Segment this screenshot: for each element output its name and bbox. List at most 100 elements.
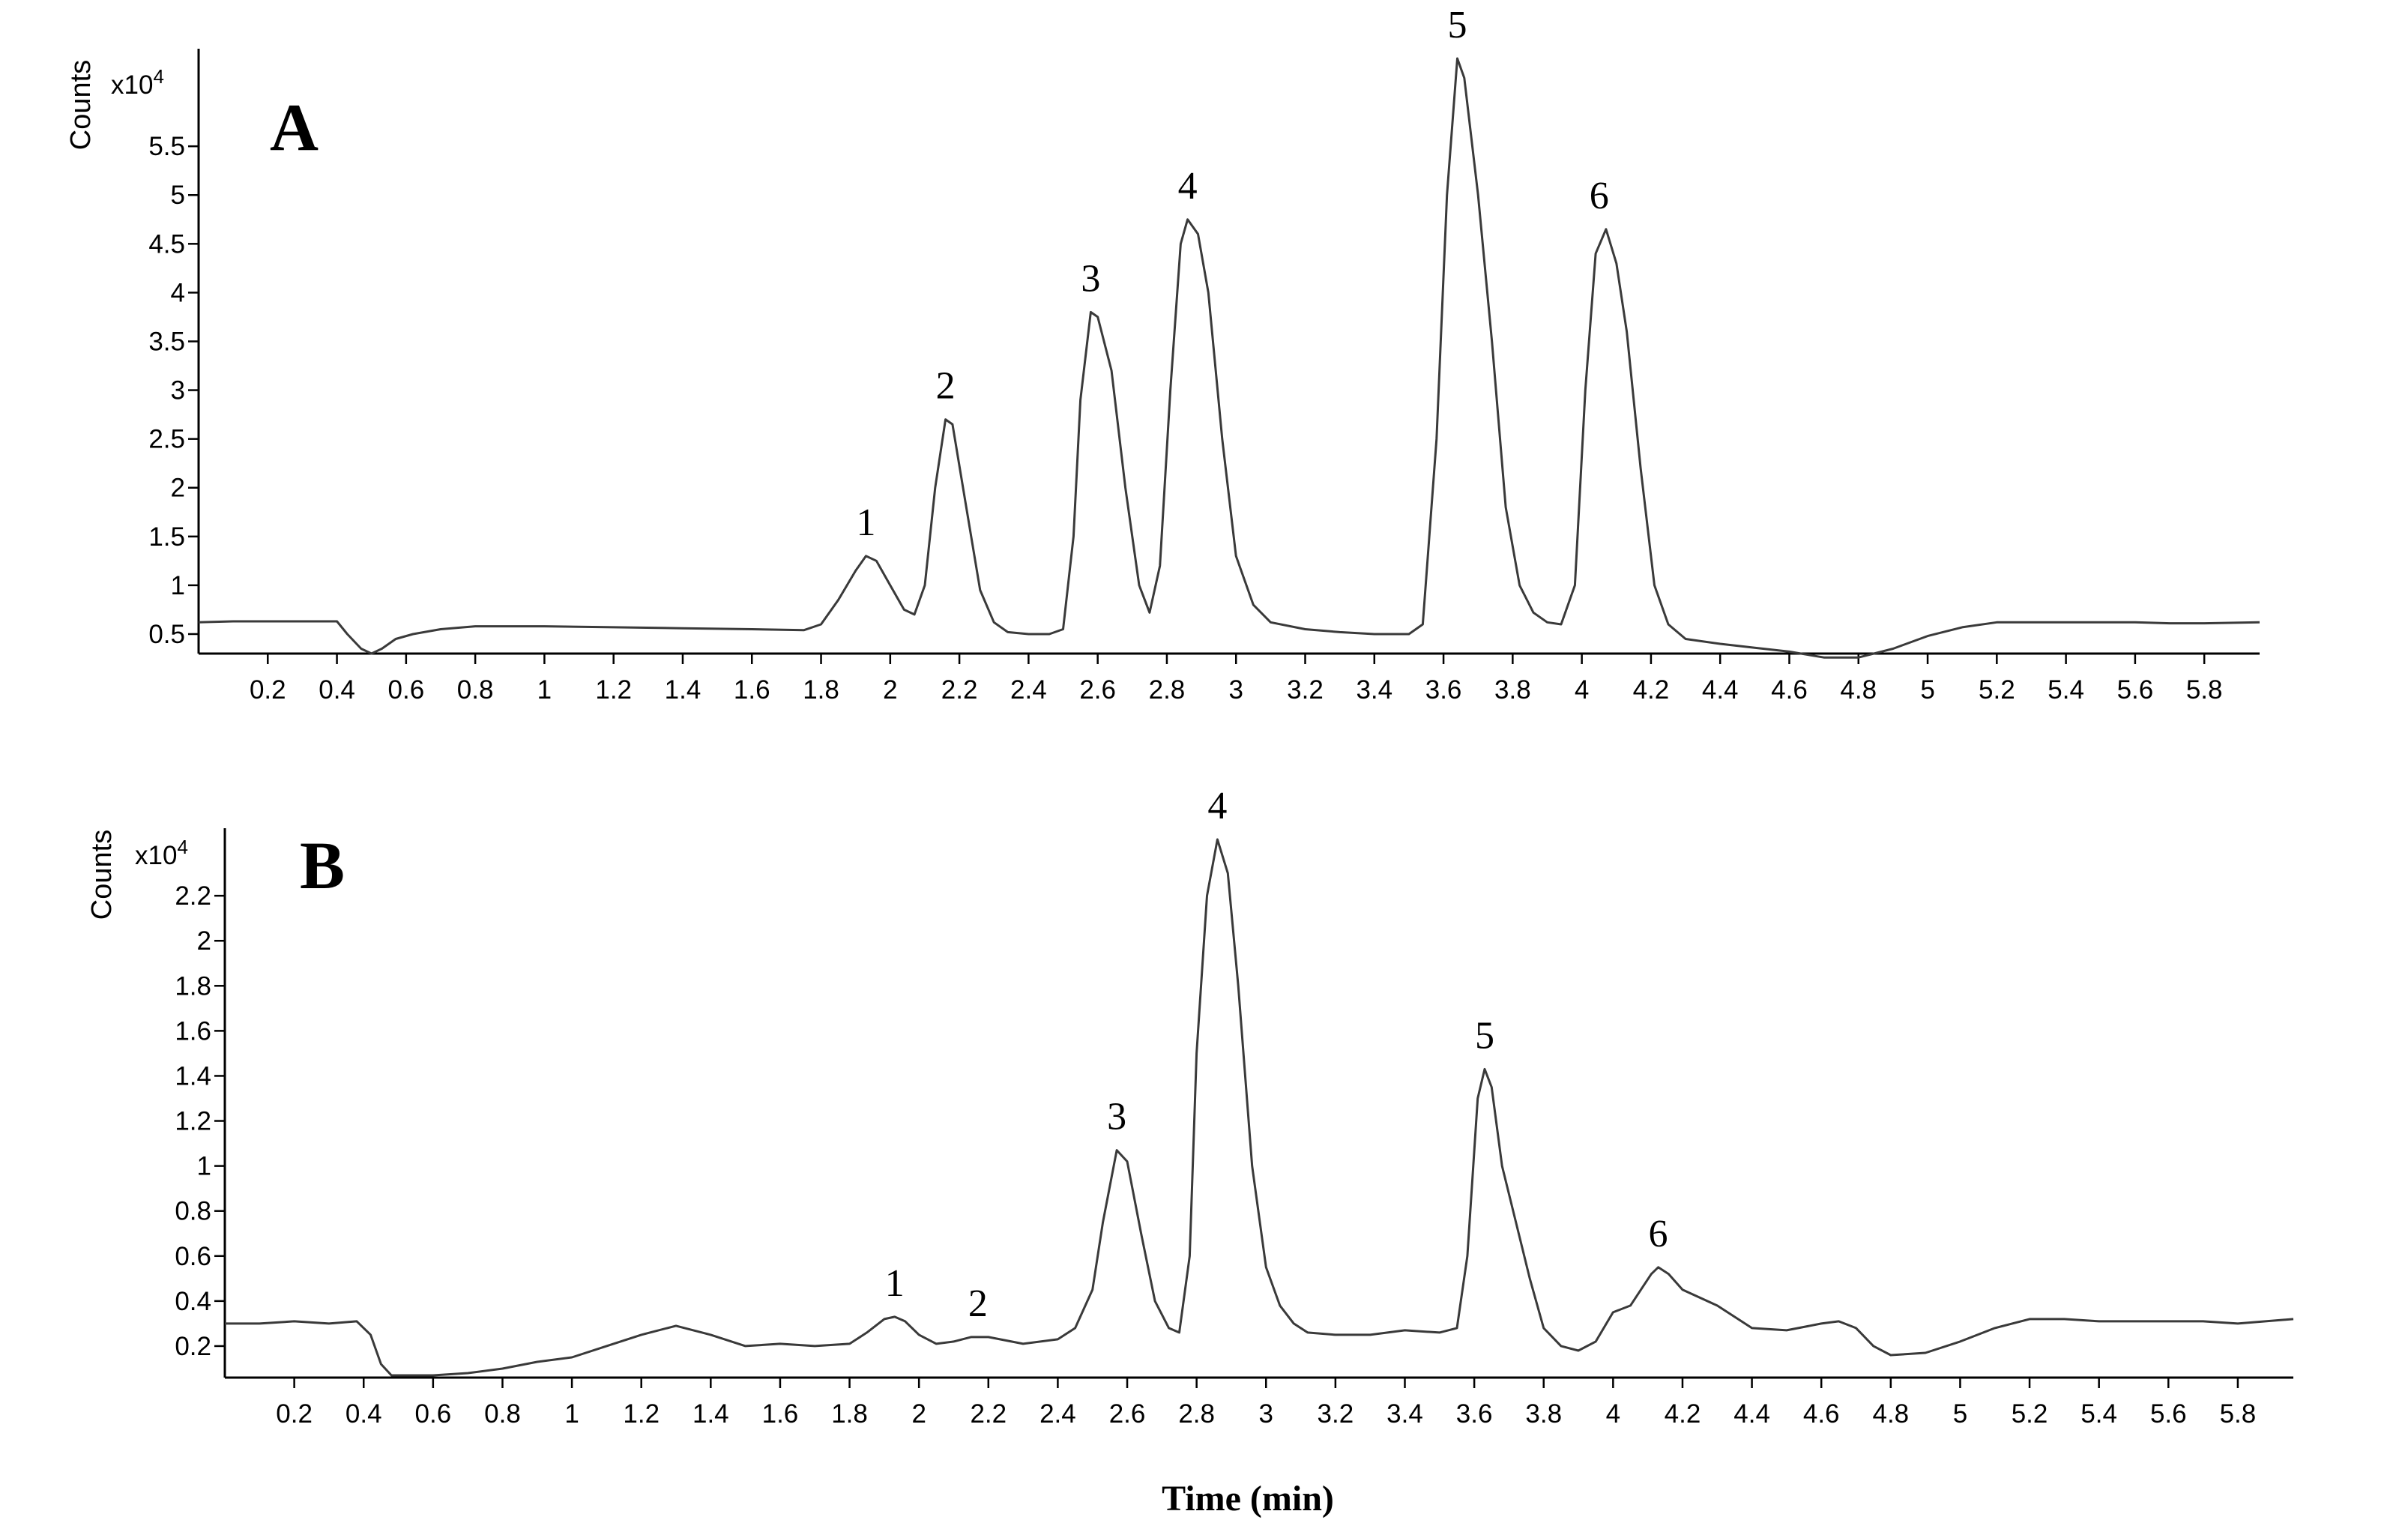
x-tick-label-a: 4 (1575, 675, 1589, 705)
x-tick-label-a: 5.6 (2117, 675, 2154, 705)
y-tick-label-a: 0.5 (148, 620, 185, 649)
y-tick-label-b: 0.8 (175, 1197, 211, 1226)
x-tick-label-a: 0.4 (319, 675, 355, 705)
x-tick-label-a: 0.2 (250, 675, 286, 705)
x-tick-label-a: 2.8 (1149, 675, 1186, 705)
y-tick-label-a: 2 (171, 474, 185, 503)
chromatogram-panel-b: B Counts x104 0.2 0.4 0.6 0.8 1 1.2 1.4 1.6 1.8 2… (86, 785, 2294, 1429)
x-tick-label-a: 5.4 (2048, 675, 2084, 705)
peak-label-b-1: 1 (885, 1262, 905, 1305)
y-tick-label-a: 1 (171, 571, 185, 600)
x-tick-label-b: 4 (1606, 1399, 1620, 1429)
x-tick-label-b: 2.2 (970, 1399, 1007, 1429)
x-tick-label-a: 3.6 (1425, 675, 1462, 705)
x-tick-label-a: 4.6 (1771, 675, 1808, 705)
x-tick-label-b: 2.6 (1109, 1399, 1146, 1429)
x-tick-label-a: 3 (1228, 675, 1243, 705)
x-tick-label-b: 1.6 (762, 1399, 799, 1429)
chromatogram-panel-a: A Counts x104 0.5 1 1.5 2 2.5 3 3.5 4 4.5 5 5.5 0.… (65, 4, 2260, 705)
peak-label-b-4: 4 (1207, 785, 1227, 827)
x-tick-label-b: 1.8 (831, 1399, 868, 1429)
peak-label-a-5: 5 (1448, 4, 1467, 46)
x-tick-label-a: 0.8 (457, 675, 494, 705)
peak-label-a-2: 2 (936, 365, 956, 408)
y-tick-label-b: 0.6 (175, 1242, 211, 1271)
y-multiplier-b: x104 (135, 836, 188, 870)
y-tick-label-a: 2.5 (148, 425, 185, 454)
peak-labels-a: 1 2 3 4 5 6 (857, 4, 1609, 544)
x-tick-label-a: 2.4 (1010, 675, 1047, 705)
y-multiplier-a: x104 (111, 65, 164, 100)
x-tick-label-b: 2 (911, 1399, 926, 1429)
y-tick-label-b: 1.6 (175, 1016, 211, 1046)
x-tick-label-a: 3.2 (1287, 675, 1324, 705)
x-tick-label-b: 1 (564, 1399, 579, 1429)
x-tick-label-b: 1.2 (623, 1399, 660, 1429)
panel-letter-a: A (270, 91, 319, 165)
peak-label-b-3: 3 (1107, 1096, 1126, 1139)
x-tick-label-a: 4.2 (1633, 675, 1670, 705)
x-tick-label-a: 1.8 (803, 675, 839, 705)
x-tick-label-b: 5.2 (2012, 1399, 2048, 1429)
x-tick-label-b: 3.2 (1318, 1399, 1354, 1429)
peak-label-a-6: 6 (1590, 175, 1609, 217)
y-tick-label-b: 2.2 (175, 881, 211, 911)
x-tick-label-a: 1.6 (734, 675, 770, 705)
x-tick-label-b: 5.4 (2080, 1399, 2117, 1429)
x-ticks-a: 0.2 0.4 0.6 0.8 1 1.2 1.4 1.6 1.8 2 2.2 2.4 2.6 2.8 3 3… (250, 654, 2223, 705)
x-tick-label-b: 0.4 (345, 1399, 382, 1429)
panel-letter-b: B (300, 829, 345, 903)
y-tick-label-a: 3.5 (148, 327, 185, 356)
x-ticks-b: 0.2 0.4 0.6 0.8 1 1.2 1.4 1.6 1.8 2 2.2 2.4 2.6 2.8 3 3… (276, 1378, 2256, 1429)
x-tick-label-a: 5 (1920, 675, 1934, 705)
y-tick-label-b: 0.2 (175, 1332, 211, 1361)
x-tick-label-a: 1.2 (595, 675, 632, 705)
x-tick-label-b: 4.8 (1872, 1399, 1909, 1429)
x-tick-label-a: 3.4 (1356, 675, 1392, 705)
x-axis-title: Time (min) (1162, 1479, 1334, 1519)
y-axis-label-a: Counts (65, 60, 97, 150)
y-axis-label-b: Counts (86, 830, 118, 920)
y-tick-label-a: 4 (171, 278, 185, 307)
y-tick-label-b: 1.8 (175, 971, 211, 1001)
x-tick-label-a: 4.4 (1702, 675, 1739, 705)
y-ticks-a: 0.5 1 1.5 2 2.5 3 3.5 4 4.5 5 5.5 (148, 132, 199, 649)
x-tick-label-b: 4.2 (1665, 1399, 1701, 1429)
x-tick-label-a: 2 (883, 675, 897, 705)
x-tick-label-a: 1.4 (665, 675, 701, 705)
x-tick-label-a: 4.8 (1840, 675, 1877, 705)
peak-label-b-2: 2 (968, 1282, 988, 1325)
x-tick-label-b: 1.4 (692, 1399, 729, 1429)
y-tick-label-a: 5.5 (148, 132, 185, 161)
x-tick-label-a: 3.8 (1494, 675, 1531, 705)
y-ticks-b: 0.2 0.4 0.6 0.8 1 1.2 1.4 1.6 1.8 2 2.2 (175, 881, 225, 1361)
x-tick-label-a: 2.2 (941, 675, 978, 705)
y-tick-label-a: 5 (171, 181, 185, 210)
y-tick-label-b: 1 (197, 1152, 211, 1181)
x-tick-label-a: 1 (537, 675, 552, 705)
x-tick-label-a: 0.6 (388, 675, 425, 705)
x-tick-label-b: 3.4 (1386, 1399, 1423, 1429)
x-tick-label-b: 3.6 (1456, 1399, 1493, 1429)
y-tick-label-a: 4.5 (148, 229, 185, 259)
x-tick-label-b: 0.2 (276, 1399, 313, 1429)
y-tick-label-b: 1.2 (175, 1107, 211, 1136)
peak-label-a-4: 4 (1178, 165, 1198, 208)
x-tick-label-b: 4.4 (1733, 1399, 1770, 1429)
x-tick-label-a: 5.2 (1979, 675, 2015, 705)
x-tick-label-b: 3.8 (1525, 1399, 1562, 1429)
y-tick-label-b: 2 (197, 926, 211, 956)
y-tick-label-a: 3 (171, 376, 185, 405)
peak-label-b-5: 5 (1475, 1014, 1494, 1057)
chromatogram-trace-b (225, 838, 2294, 1377)
x-tick-label-b: 2.4 (1039, 1399, 1076, 1429)
x-tick-label-b: 3 (1259, 1399, 1273, 1429)
peak-labels-b: 1 2 3 4 5 6 (885, 785, 1668, 1325)
x-tick-label-b: 5 (1953, 1399, 1967, 1429)
x-tick-label-a: 5.8 (2186, 675, 2223, 705)
y-tick-label-a: 1.5 (148, 522, 185, 552)
peak-label-a-3: 3 (1081, 257, 1100, 300)
y-tick-label-b: 0.4 (175, 1287, 211, 1316)
